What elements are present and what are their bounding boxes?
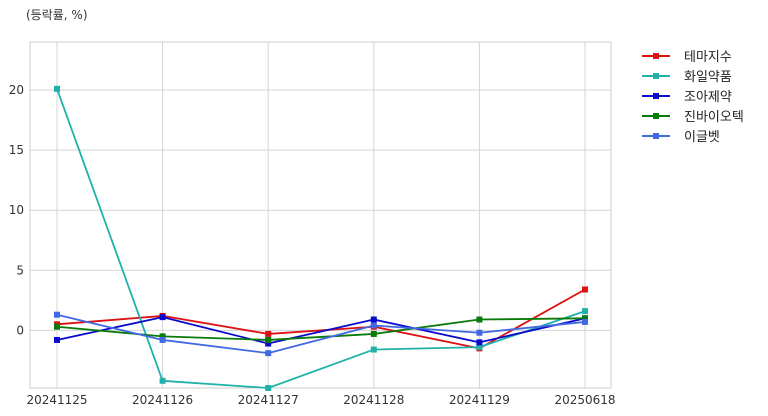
legend-marker [653, 93, 659, 99]
data-point [54, 336, 60, 343]
x-tick-label: 20250618 [554, 393, 615, 407]
data-point [159, 336, 166, 343]
data-point [476, 339, 483, 346]
series-line-2 [56, 316, 586, 345]
data-point [582, 308, 588, 315]
y-tick-label: 15 [9, 143, 24, 157]
legend-marker [653, 53, 659, 59]
legend-label: 진바이오텍 [684, 110, 744, 125]
x-tick-label: 20241127 [238, 393, 299, 407]
unit-label: (등락률, %) [26, 8, 88, 22]
x-axis: 20241125 20241126 20241127 20241128 20241129… [26, 393, 615, 407]
data-point [582, 315, 588, 322]
x-tick-label: 20241128 [343, 393, 404, 407]
y-axis: 0 5 10 15 20 [9, 83, 24, 337]
data-point [582, 318, 588, 325]
legend-marker [653, 133, 659, 139]
data-point [265, 340, 272, 347]
y-tick-label: 20 [9, 83, 24, 97]
data-point [370, 316, 377, 323]
data-point [265, 330, 272, 337]
plot-frame [29, 41, 612, 389]
legend-marker [653, 113, 659, 119]
data-point [159, 314, 166, 321]
legend-label: 화일약품 [684, 70, 732, 85]
series-line-3 [56, 317, 586, 341]
data-point [476, 344, 483, 351]
legend-item: 이글벳 [642, 130, 720, 145]
x-tick-label: 20241129 [449, 393, 510, 407]
data-point [476, 316, 483, 323]
data-point [265, 350, 272, 357]
y-tick-label: 5 [16, 263, 24, 277]
series-line-4 [56, 313, 586, 355]
x-tick-label: 20241126 [132, 393, 193, 407]
data-point [582, 286, 588, 293]
legend-label: 테마지수 [684, 50, 732, 65]
legend-item: 조아제약 [642, 90, 732, 105]
data-point [54, 85, 60, 92]
data-point [159, 377, 166, 384]
legend-marker [653, 73, 659, 79]
data-point [265, 336, 272, 343]
data-point [370, 322, 377, 329]
legend-item: 화일약품 [642, 70, 732, 85]
data-point [370, 346, 377, 353]
legend-item: 진바이오텍 [642, 110, 744, 125]
legend-label: 이글벳 [684, 130, 720, 145]
legend-label: 조아제약 [684, 90, 732, 105]
data-point [265, 385, 272, 391]
y-tick-label: 0 [16, 323, 24, 337]
legend-item: 테마지수 [642, 50, 732, 65]
data-point [476, 329, 483, 336]
x-tick-label: 20241125 [26, 393, 87, 407]
series-line-1 [56, 88, 586, 389]
data-point [370, 330, 377, 337]
data-point [54, 311, 60, 318]
series-group [54, 85, 588, 391]
data-point [54, 323, 60, 330]
data-point [159, 333, 166, 340]
y-tick-label: 10 [9, 203, 24, 217]
